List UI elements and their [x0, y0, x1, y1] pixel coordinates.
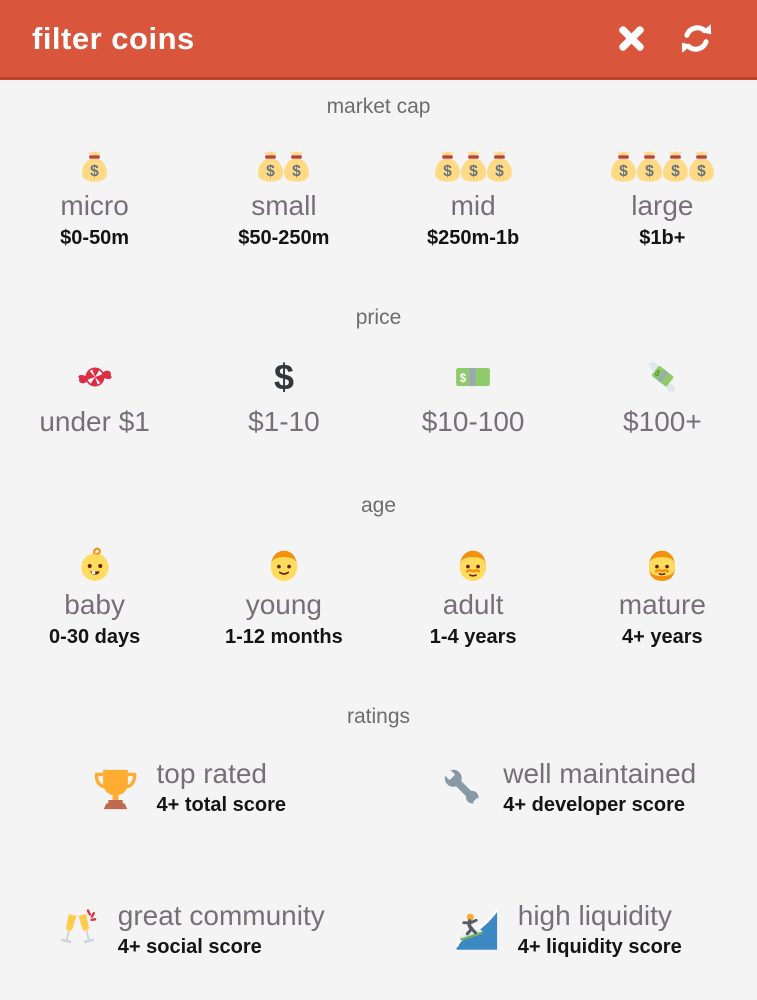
option-label: $10-100 — [421, 406, 525, 437]
money-bag-icon — [607, 145, 718, 187]
surfer-icon — [454, 906, 501, 953]
money-bag-icon — [431, 145, 516, 187]
section-title-price: price — [355, 306, 402, 329]
option-sublabel: 4+ years — [622, 626, 703, 648]
filter-option-micro[interactable]: micro $0-50m — [0, 145, 189, 250]
option-label: adult — [442, 589, 504, 620]
dollar-banknote-icon — [454, 356, 492, 398]
option-label: young — [245, 589, 323, 620]
close-icon[interactable] — [615, 22, 648, 55]
filter-option-mature[interactable]: mature 4+ years — [568, 544, 757, 649]
option-sublabel: 4+ developer score — [503, 793, 686, 816]
option-label: small — [251, 190, 317, 221]
filter-option-small[interactable]: small $50-250m — [189, 145, 378, 250]
option-sublabel: $250m-1b — [426, 227, 520, 249]
price-options: under $1 $1-10 $10-100 $100+ — [0, 356, 757, 438]
option-label: mature — [618, 589, 706, 620]
filter-option-great-community[interactable]: great community 4+ social score — [0, 899, 379, 959]
bearded-man-face-icon — [643, 544, 681, 586]
option-sublabel: $50-250m — [238, 227, 330, 249]
money-bag-icon — [78, 145, 111, 187]
option-label: large — [631, 190, 694, 221]
filter-option-1-10[interactable]: $1-10 — [189, 356, 378, 438]
filter-option-large[interactable]: large $1b+ — [568, 145, 757, 250]
option-sublabel: 4+ social score — [117, 935, 262, 958]
money-bag-icon — [254, 145, 313, 187]
option-sublabel: $1b+ — [639, 227, 686, 249]
man-face-icon — [454, 544, 492, 586]
age-options: baby 0-30 days young 1-12 months adult 1… — [0, 544, 757, 649]
option-label: high liquidity — [517, 899, 672, 931]
filter-option-10-100[interactable]: $10-100 — [379, 356, 568, 438]
option-sublabel: 1-12 months — [224, 626, 343, 648]
option-label: mid — [450, 190, 496, 221]
filter-option-mid[interactable]: mid $250m-1b — [379, 145, 568, 250]
filter-option-well-maintained[interactable]: well maintained 4+ developer score — [379, 758, 757, 817]
section-title-age: age — [360, 494, 397, 517]
refresh-icon[interactable] — [680, 22, 713, 55]
option-label: great community — [117, 899, 325, 931]
trophy-icon — [92, 764, 139, 811]
option-sublabel: 0-30 days — [49, 626, 141, 648]
option-sublabel: 1-4 years — [429, 626, 517, 648]
wrench-icon — [439, 764, 486, 811]
filter-option-adult[interactable]: adult 1-4 years — [379, 544, 568, 649]
header-actions — [615, 22, 713, 55]
option-label: $1-10 — [248, 406, 320, 437]
clinking-glasses-icon — [54, 906, 101, 953]
heavy-dollar-sign-icon — [265, 356, 303, 398]
option-label: baby — [64, 589, 125, 620]
filter-option-under-1[interactable]: under $1 — [0, 356, 189, 438]
option-sublabel: 4+ liquidity score — [517, 935, 682, 958]
filter-option-top-rated[interactable]: top rated 4+ total score — [0, 758, 379, 817]
boy-face-icon — [265, 544, 303, 586]
baby-face-icon — [76, 544, 114, 586]
option-label: micro — [60, 190, 129, 221]
section-title-market-cap: market cap — [326, 95, 431, 118]
filter-body: market cap micro $0-50m small $50-250m m… — [0, 80, 757, 959]
candy-icon — [76, 356, 114, 398]
money-with-wings-icon — [643, 356, 681, 398]
filter-option-high-liquidity[interactable]: high liquidity 4+ liquidity score — [379, 899, 757, 959]
option-sublabel: $0-50m — [60, 227, 130, 249]
option-label: well maintained — [503, 758, 697, 789]
section-ratings: ratings top rated 4+ total score well ma… — [0, 705, 757, 959]
market-cap-options: micro $0-50m small $50-250m mid $250m-1b… — [0, 145, 757, 250]
option-label: top rated — [156, 758, 268, 789]
section-market-cap: market cap micro $0-50m small $50-250m m… — [0, 95, 757, 250]
option-label: under $1 — [39, 406, 150, 437]
section-age: age baby 0-30 days young 1-12 months adu… — [0, 494, 757, 649]
filter-option-young[interactable]: young 1-12 months — [189, 544, 378, 649]
filter-option-100-plus[interactable]: $100+ — [568, 356, 757, 438]
section-price: price under $1 $1-10 $10-100 $100+ — [0, 306, 757, 438]
option-label: $100+ — [623, 406, 702, 437]
header: filter coins — [0, 0, 757, 80]
filter-option-baby[interactable]: baby 0-30 days — [0, 544, 189, 649]
ratings-options: top rated 4+ total score well maintained… — [0, 758, 757, 959]
panel-title: filter coins — [32, 20, 195, 56]
option-sublabel: 4+ total score — [156, 793, 286, 816]
section-title-ratings: ratings — [346, 705, 411, 728]
